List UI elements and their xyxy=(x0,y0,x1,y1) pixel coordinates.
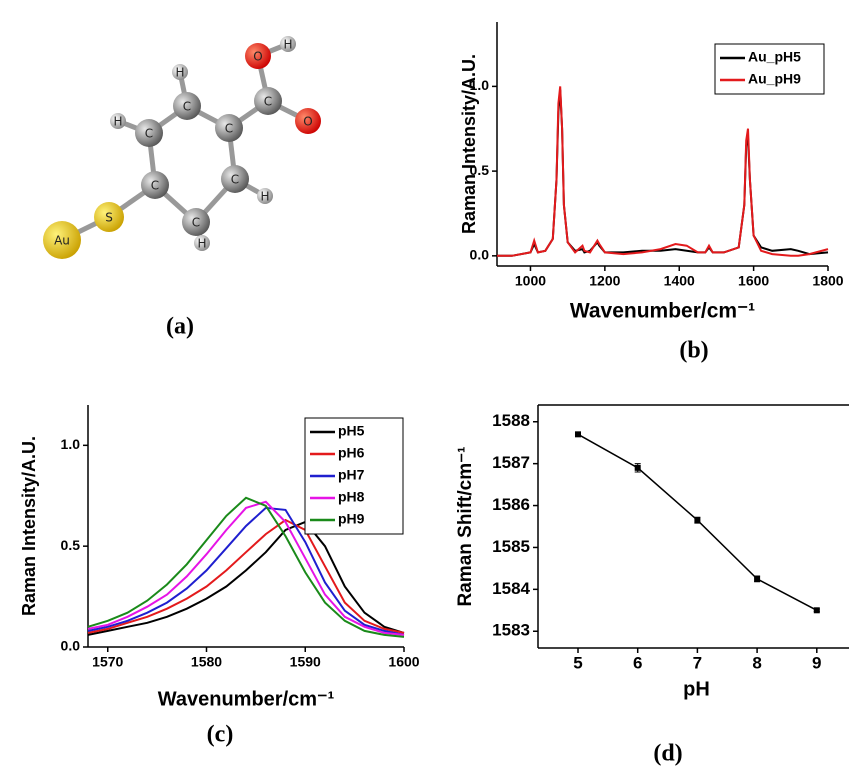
x-tick-label: 1580 xyxy=(191,654,222,670)
x-tick-label: 1000 xyxy=(515,273,546,289)
x-tick-label: 5 xyxy=(573,653,582,672)
x-tick-label: 1200 xyxy=(589,273,620,289)
atom-label: C xyxy=(264,95,272,109)
legend-label: Au_pH5 xyxy=(748,49,801,65)
panel-label: (b) xyxy=(679,338,708,364)
legend-label: Au_pH9 xyxy=(748,71,801,87)
y-tick-label: 1585 xyxy=(492,537,530,556)
legend-label: pH9 xyxy=(338,511,365,527)
x-tick-label: 1600 xyxy=(388,654,419,670)
legend-label: pH7 xyxy=(338,467,365,483)
atoms: O H C O C C C C C C H H H H S Au xyxy=(43,36,321,259)
atom-label: Au xyxy=(54,234,70,248)
legend-label: pH6 xyxy=(338,445,365,461)
point xyxy=(814,607,820,613)
panel-label: (c) xyxy=(207,722,234,748)
y-axis-label: Raman Shift/cm⁻¹ xyxy=(455,447,476,607)
atom-label: O xyxy=(303,115,312,129)
atom-label: C xyxy=(145,127,153,141)
x-axis-label: Wavenumber/cm⁻¹ xyxy=(570,300,755,323)
panel-label: (a) xyxy=(166,314,194,340)
atom-label: C xyxy=(231,173,239,187)
series-line xyxy=(497,86,828,255)
x-tick-label: 7 xyxy=(693,653,702,672)
atom-label: C xyxy=(183,100,191,114)
atom-label: H xyxy=(260,190,269,204)
point xyxy=(575,431,581,437)
y-tick-label: 1587 xyxy=(492,453,530,472)
atom-label: H xyxy=(113,115,122,129)
atom-label: H xyxy=(283,38,292,52)
atom-label: S xyxy=(105,211,113,225)
legend-label: pH8 xyxy=(338,489,365,505)
y-tick-label: 1588 xyxy=(492,411,530,430)
y-tick-label: 0.5 xyxy=(61,537,81,553)
x-tick-label: 1590 xyxy=(290,654,321,670)
y-tick-label: 1586 xyxy=(492,495,530,514)
atom-label: C xyxy=(151,179,159,193)
point xyxy=(754,576,760,582)
x-tick-label: 1400 xyxy=(664,273,695,289)
atom-label: C xyxy=(192,216,200,230)
x-tick-label: 9 xyxy=(812,653,821,672)
x-tick-label: 8 xyxy=(752,653,761,672)
y-tick-label: 1583 xyxy=(492,621,530,640)
y-tick-label: 1.0 xyxy=(61,436,81,452)
atom-label: C xyxy=(225,122,233,136)
x-axis-label: Wavenumber/cm⁻¹ xyxy=(158,688,335,710)
x-tick-label: 1600 xyxy=(738,273,769,289)
x-axis-label: pH xyxy=(683,678,710,700)
y-tick-label: 0.0 xyxy=(61,638,81,654)
x-tick-label: 1570 xyxy=(92,654,123,670)
y-axis-label: Raman Intensity/A.U. xyxy=(459,54,479,234)
point xyxy=(635,465,641,471)
legend-label: pH5 xyxy=(338,423,365,439)
x-tick-label: 1800 xyxy=(812,273,843,289)
atom-label: O xyxy=(253,50,262,64)
y-tick-label: 0.0 xyxy=(470,247,490,263)
y-axis-label: Raman Intensity/A.U. xyxy=(19,436,39,616)
series-line xyxy=(88,520,404,633)
series-line xyxy=(497,90,828,256)
x-tick-label: 6 xyxy=(633,653,642,672)
figure: O H C O C C C C C C H H H H S Au (a) (b)… xyxy=(0,0,849,767)
panel-label: (d) xyxy=(653,741,682,767)
y-tick-label: 1584 xyxy=(492,579,530,598)
atom-label: H xyxy=(175,66,184,80)
page: O H C O C C C C C C H H H H S Au (a) (b)… xyxy=(0,0,849,767)
point xyxy=(694,517,700,523)
atom-label: H xyxy=(197,237,206,251)
